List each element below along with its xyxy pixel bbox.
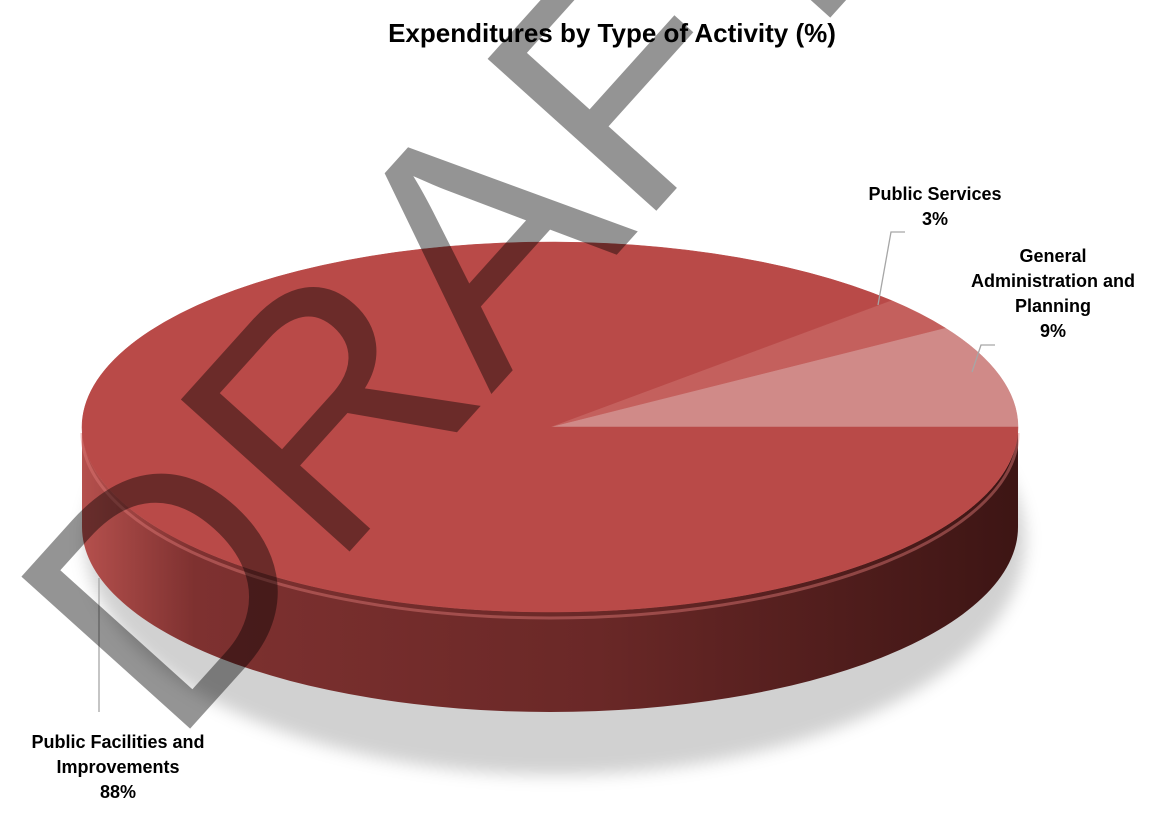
data-labels: Public Facilities and Improvements 88%Publ… [31,184,1135,802]
data-label-line: Public Services [868,184,1001,204]
pie-side [80,427,1020,712]
leader-line [877,231,905,306]
data-label-line: 3% [922,209,948,229]
data-label: Public Services 3% [868,184,1001,229]
pie-rim-highlight [80,432,1020,620]
data-label-line: 9% [1040,321,1066,341]
leader-line [971,344,995,373]
pie-top-shading [82,242,1018,612]
data-label: Public Facilities and Improvements 88% [31,732,204,802]
pie-top [81,241,1019,613]
pie-side-wall [82,427,1018,712]
data-label-line: Public Facilities and [31,732,204,752]
data-label-line: General [1019,246,1086,266]
data-label-line: Planning [1015,296,1091,316]
data-label-line: Administration and [971,271,1135,291]
chart-title: Expenditures by Type of Activity (%) [388,18,836,48]
data-label: General Administration and Planning 9% [971,246,1135,341]
data-label-line: Improvements [56,757,179,777]
data-label-line: 88% [100,782,136,802]
